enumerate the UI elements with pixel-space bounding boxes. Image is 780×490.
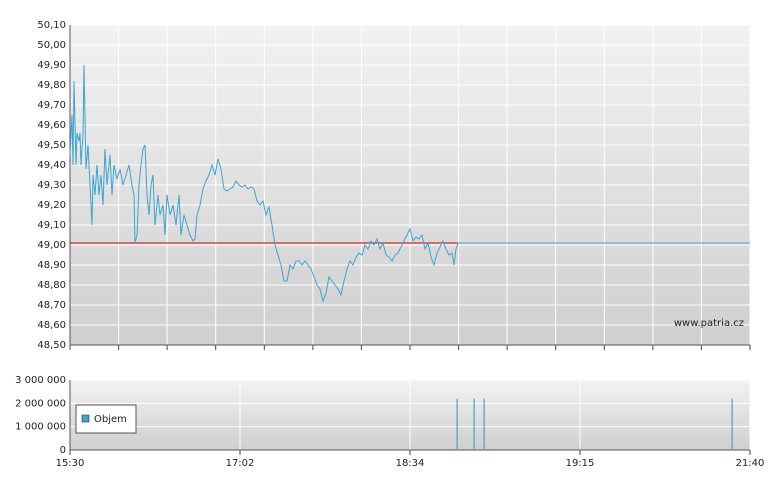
- x-tick-label: 18:34: [396, 458, 425, 469]
- volume-bar: [731, 398, 733, 450]
- y-tick-label: 48,60: [37, 320, 66, 331]
- y-tick-label: 49,30: [37, 180, 66, 191]
- y-tick-label: 50,10: [37, 20, 66, 31]
- x-tick-label: 21:40: [736, 458, 765, 469]
- y-tick-label: 0: [60, 445, 66, 456]
- volume-bar: [483, 398, 485, 450]
- y-tick-label: 49,80: [37, 80, 66, 91]
- volume-bar: [456, 398, 458, 450]
- legend-label: Objem: [94, 414, 127, 425]
- y-tick-label: 1 000 000: [15, 422, 66, 433]
- y-tick-label: 48,50: [37, 340, 66, 351]
- y-tick-label: 3 000 000: [15, 375, 66, 386]
- y-tick-label: 49,70: [37, 100, 66, 111]
- y-tick-label: 50,00: [37, 40, 66, 51]
- y-tick-label: 49,90: [37, 60, 66, 71]
- x-tick-label: 15:30: [56, 458, 85, 469]
- price-line: [69, 64, 750, 303]
- y-tick-label: 2 000 000: [15, 398, 66, 409]
- x-tick-label: 17:02: [226, 458, 255, 469]
- legend-swatch: [81, 414, 90, 423]
- y-tick-label: 48,80: [37, 280, 66, 291]
- y-tick-label: 49,40: [37, 160, 66, 171]
- y-tick-label: 48,70: [37, 300, 66, 311]
- x-tick-label: 19:15: [566, 458, 595, 469]
- y-tick-label: 49,50: [37, 140, 66, 151]
- y-tick-label: 49,00: [37, 240, 66, 251]
- y-tick-label: 49,60: [37, 120, 66, 131]
- y-tick-label: 49,10: [37, 220, 66, 231]
- y-tick-label: 48,90: [37, 260, 66, 271]
- volume-bar: [473, 398, 475, 450]
- watermark: www.patria.cz: [674, 318, 744, 329]
- y-tick-label: 49,20: [37, 200, 66, 211]
